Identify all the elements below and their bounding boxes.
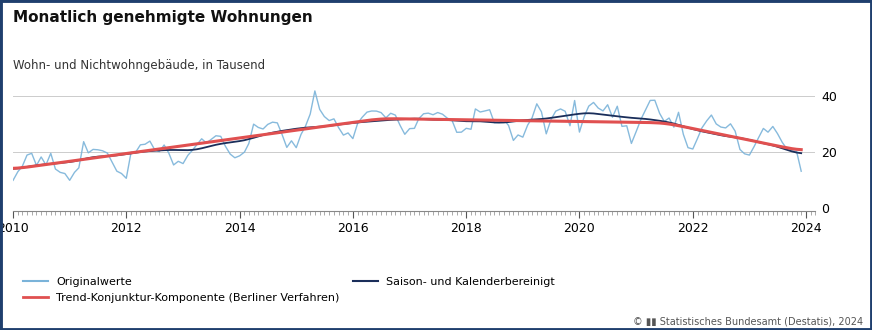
Text: Monatlich genehmigte Wohnungen: Monatlich genehmigte Wohnungen <box>13 10 313 25</box>
Legend: Originalwerte, Trend-Konjunktur-Komponente (Berliner Verfahren), Saison- und Kal: Originalwerte, Trend-Konjunktur-Komponen… <box>18 272 560 308</box>
Text: Wohn- und Nichtwohngebäude, in Tausend: Wohn- und Nichtwohngebäude, in Tausend <box>13 59 265 72</box>
Text: © ▮▮ Statistisches Bundesamt (Destatis), 2024: © ▮▮ Statistisches Bundesamt (Destatis),… <box>633 317 863 327</box>
